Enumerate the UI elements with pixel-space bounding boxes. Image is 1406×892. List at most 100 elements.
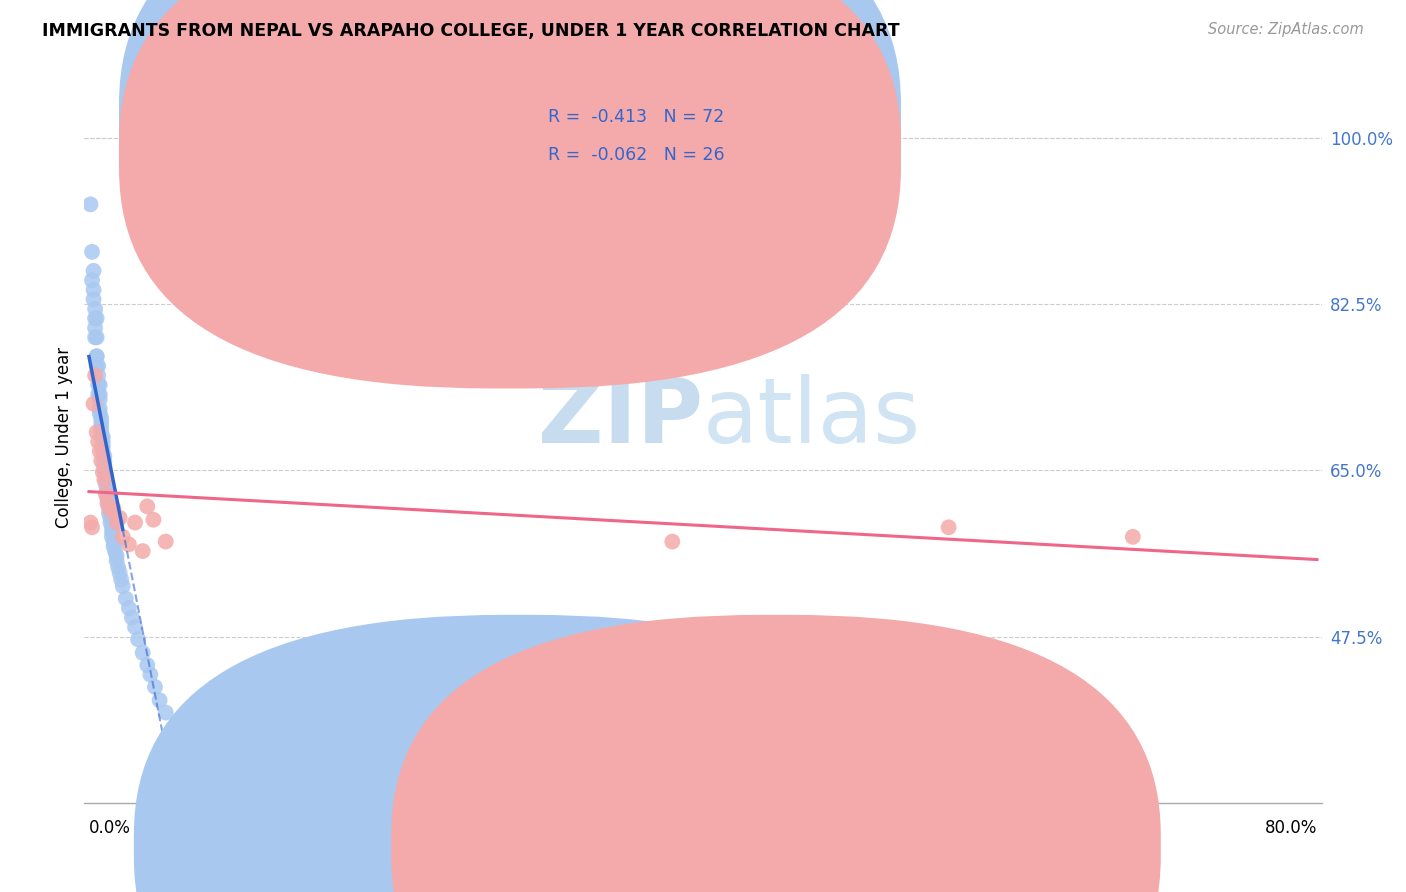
Point <box>91 465 114 479</box>
Point <box>97 497 120 511</box>
Text: 0.0%: 0.0% <box>89 819 131 838</box>
Point <box>83 397 105 411</box>
Point <box>89 377 111 392</box>
Point <box>86 330 108 344</box>
FancyBboxPatch shape <box>120 0 901 351</box>
Point <box>111 530 134 544</box>
Point <box>83 283 105 297</box>
Point <box>93 454 115 468</box>
Text: R =  -0.413   N = 72: R = -0.413 N = 72 <box>548 108 724 127</box>
Point <box>661 534 683 549</box>
Point <box>111 579 134 593</box>
Point <box>87 387 110 401</box>
Point <box>97 501 120 516</box>
Point <box>100 503 122 517</box>
Point <box>110 573 132 587</box>
Point <box>93 449 115 463</box>
Point <box>105 549 128 563</box>
Point <box>96 483 118 497</box>
Point <box>93 458 115 473</box>
Point <box>124 620 146 634</box>
Point <box>87 368 110 383</box>
Point <box>148 693 170 707</box>
Point <box>139 667 162 681</box>
Point <box>100 511 122 525</box>
Point <box>118 537 141 551</box>
Point <box>131 544 153 558</box>
Point <box>94 487 117 501</box>
Point <box>80 244 103 259</box>
Point <box>938 520 960 534</box>
Point <box>121 610 143 624</box>
Y-axis label: College, Under 1 year: College, Under 1 year <box>55 346 73 528</box>
Point <box>93 473 115 487</box>
Point <box>90 416 112 430</box>
Point <box>107 560 129 574</box>
Point <box>136 658 159 673</box>
Point <box>105 553 128 567</box>
Point <box>91 440 114 454</box>
FancyBboxPatch shape <box>461 90 894 181</box>
Point <box>80 520 103 534</box>
Point <box>136 500 159 514</box>
Point <box>170 729 193 743</box>
Point <box>90 425 112 440</box>
Point <box>89 392 111 406</box>
Point <box>84 301 107 316</box>
Point <box>84 330 107 344</box>
Point <box>86 425 108 440</box>
Text: IMMIGRANTS FROM NEPAL VS ARAPAHO COLLEGE, UNDER 1 YEAR CORRELATION CHART: IMMIGRANTS FROM NEPAL VS ARAPAHO COLLEGE… <box>42 22 900 40</box>
Point <box>80 273 103 287</box>
Point <box>86 311 108 326</box>
Point <box>84 311 107 326</box>
Point <box>142 513 165 527</box>
FancyBboxPatch shape <box>134 615 904 892</box>
Point <box>84 368 107 383</box>
Point <box>97 506 120 520</box>
Point <box>83 264 105 278</box>
Point <box>89 406 111 420</box>
Point <box>1122 530 1144 544</box>
Point <box>84 321 107 335</box>
Point <box>93 463 115 477</box>
Point <box>101 530 124 544</box>
Point <box>90 411 112 425</box>
Point <box>91 430 114 444</box>
Point <box>87 434 110 449</box>
Point <box>86 349 108 363</box>
Text: Immigrants from Nepal: Immigrants from Nepal <box>540 837 733 855</box>
Point <box>94 468 117 483</box>
Point <box>100 516 122 530</box>
Text: atlas: atlas <box>703 374 921 462</box>
Point <box>94 473 117 487</box>
Point <box>101 524 124 539</box>
FancyBboxPatch shape <box>391 615 1161 892</box>
Point <box>155 534 177 549</box>
Point <box>118 601 141 615</box>
Point <box>101 520 124 534</box>
Point <box>87 377 110 392</box>
Point <box>96 497 118 511</box>
Point <box>108 511 131 525</box>
Point <box>83 293 105 307</box>
Point <box>91 444 114 458</box>
Point <box>79 197 101 211</box>
Point <box>89 387 111 401</box>
FancyBboxPatch shape <box>120 0 901 388</box>
Point <box>90 420 112 434</box>
Point <box>87 359 110 373</box>
Point <box>143 680 166 694</box>
Point <box>114 591 136 606</box>
Point <box>96 487 118 501</box>
Text: ZIP: ZIP <box>538 374 703 462</box>
Point <box>86 359 108 373</box>
Point <box>127 632 149 647</box>
Point <box>86 349 108 363</box>
Point <box>193 743 215 757</box>
Point <box>96 491 118 506</box>
Point <box>94 477 117 491</box>
Text: 80.0%: 80.0% <box>1264 819 1317 838</box>
Point <box>124 516 146 530</box>
Point <box>155 706 177 720</box>
Point <box>79 516 101 530</box>
